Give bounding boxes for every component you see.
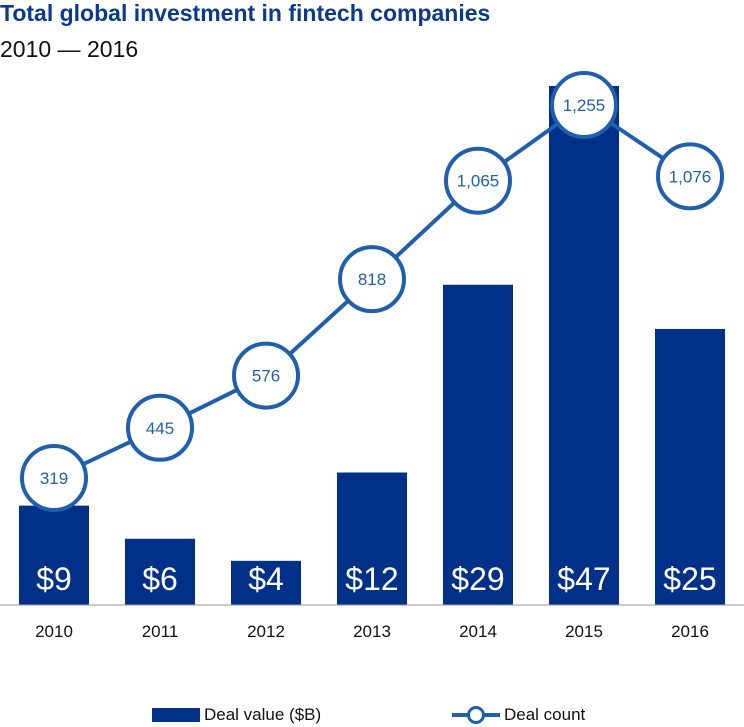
deal-count-label-2014: 1,065	[457, 172, 500, 191]
bar-2011	[125, 538, 195, 605]
x-tick-2015: 2015	[565, 622, 603, 641]
bar-2015	[549, 86, 619, 605]
bar-label-2012: $4	[248, 561, 284, 597]
bar-2014	[443, 284, 513, 605]
x-tick-2010: 2010	[35, 622, 73, 641]
bar-label-2013: $12	[345, 561, 398, 597]
deal-count-label-2012: 576	[252, 367, 280, 386]
bar-2013	[337, 472, 407, 605]
x-tick-2014: 2014	[459, 622, 497, 641]
deal-count-point-2013	[338, 245, 406, 314]
deal-count-label-2010: 319	[40, 469, 68, 488]
deal-count-point-2016	[656, 142, 724, 211]
deal-count-point-2011	[126, 393, 194, 462]
legend-item-deal-count: Deal count	[452, 704, 585, 726]
deal-count-label-2016: 1,076	[669, 167, 712, 186]
deal-count-label-2011: 445	[146, 419, 174, 438]
deal-count-point-2015	[550, 71, 618, 139]
bar-label-2010: $9	[36, 561, 72, 597]
bar-value-labels: $9 $6 $4 $12 $29 $47 $25	[36, 561, 716, 597]
bar-label-2014: $29	[451, 561, 504, 597]
chart-title: Total global investment in fintech compa…	[0, 0, 491, 26]
bar-series-deal-value	[19, 86, 725, 605]
bar-label-2016: $25	[663, 561, 716, 597]
bar-2012	[231, 560, 301, 605]
x-tick-2016: 2016	[671, 622, 709, 641]
bar-2016	[655, 328, 725, 605]
deal-count-point-2012	[232, 341, 300, 410]
deal-count-point-2014	[444, 146, 512, 215]
x-tick-2012: 2012	[247, 622, 285, 641]
bar-label-2011: $6	[142, 561, 178, 597]
bar-label-2015: $47	[557, 561, 610, 597]
deal-count-label-2013: 818	[358, 270, 386, 289]
x-axis-tick-labels: 2010 2011 2012 2013 2014 2015 2016	[35, 622, 709, 641]
legend-item-deal-value: Deal value ($B)	[152, 704, 321, 726]
legend-line-swatch	[452, 706, 500, 724]
legend-bar-swatch	[152, 708, 200, 722]
deal-count-point-2010	[20, 444, 88, 512]
legend-label-deal-count: Deal count	[504, 705, 586, 724]
chart-subtitle: 2010 — 2016	[0, 36, 139, 62]
x-tick-2013: 2013	[353, 622, 391, 641]
deal-count-label-2015: 1,255	[563, 96, 606, 115]
legend-label-deal-value: Deal value ($B)	[204, 705, 322, 724]
x-tick-2011: 2011	[142, 622, 179, 641]
bar-2010	[19, 505, 89, 605]
line-series-deal-count: 319 445 576 818 1,065 1,255 1,076	[20, 71, 724, 512]
